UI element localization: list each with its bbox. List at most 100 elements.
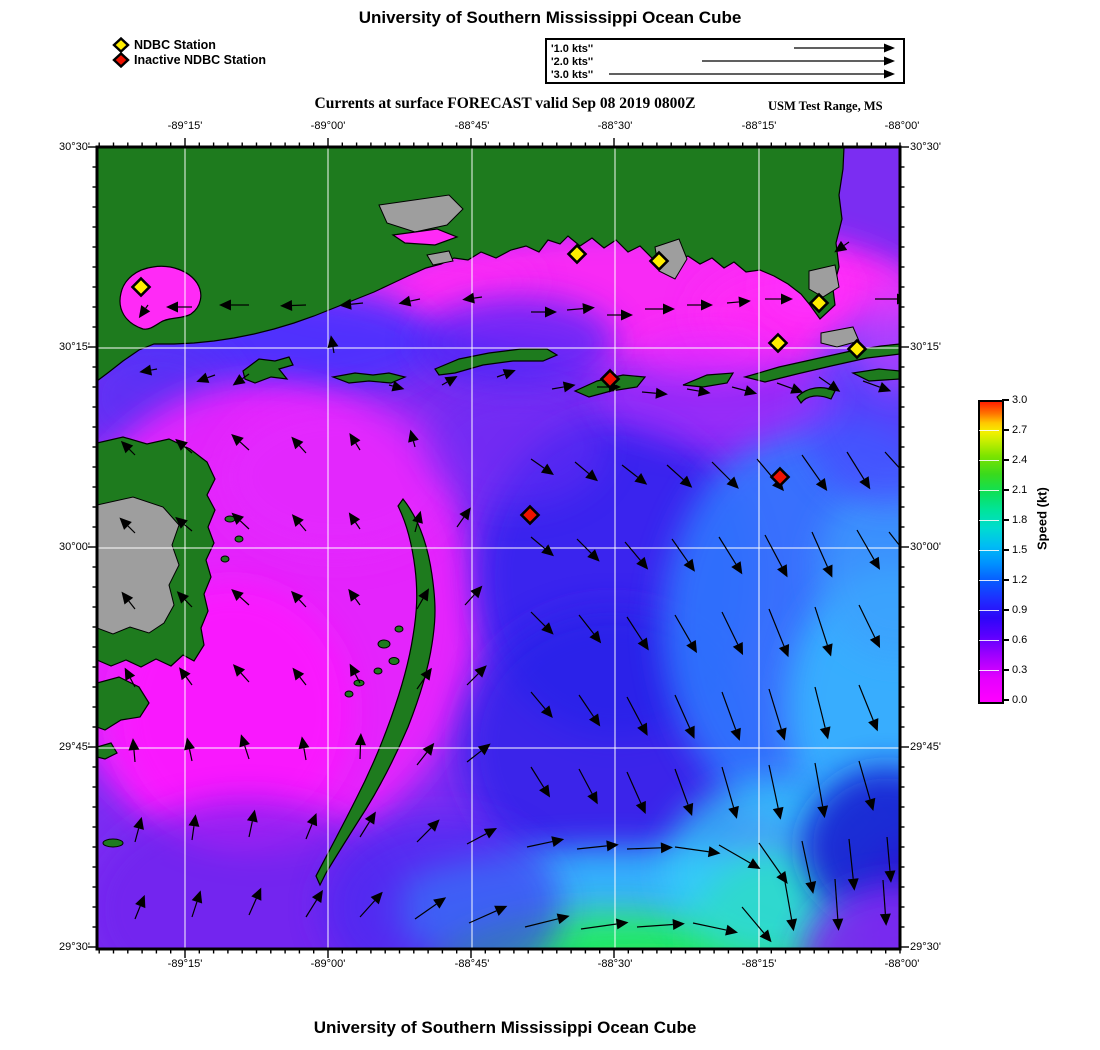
- colorbar-gridline: [979, 430, 999, 431]
- current-vector: [858, 684, 879, 732]
- vector-scale-arrows: '1.0 kts'''2.0 kts'''3.0 kts'': [551, 43, 895, 81]
- colorbar-tick: [1002, 489, 1009, 491]
- current-vector: [721, 766, 739, 819]
- forecast-subtitle: Currents at surface FORECAST valid Sep 0…: [314, 95, 696, 112]
- land-gray: [426, 250, 454, 266]
- scale-arrow-head: [884, 56, 895, 66]
- scale-label: '1.0 kts'': [551, 43, 593, 55]
- map-field: [97, 147, 900, 949]
- current-vector: [879, 879, 891, 926]
- scale-label: '2.0 kts'': [551, 56, 593, 68]
- lon-tick-label: -89°00': [310, 120, 346, 132]
- current-vector: [671, 538, 695, 572]
- current-vector: [566, 303, 595, 315]
- land: [851, 368, 900, 382]
- station-legend: NDBC Station Inactive NDBC Station: [112, 36, 266, 68]
- current-vector: [862, 380, 892, 393]
- current-vector: [496, 369, 516, 380]
- current-vector: [847, 838, 859, 891]
- water-speed-blob: [322, 817, 562, 949]
- current-vector: [232, 373, 250, 386]
- current-vector: [468, 905, 508, 924]
- water-speed-blob: [802, 884, 900, 949]
- ndbc-station-marker: [566, 243, 588, 265]
- lon-tick-label: -89°15': [167, 958, 203, 970]
- current-vector: [580, 918, 629, 930]
- lon-tick-label: -88°30': [597, 958, 633, 970]
- current-vector: [359, 891, 383, 918]
- current-vector: [711, 461, 739, 489]
- current-vector: [811, 531, 833, 578]
- lon-tick-label: -88°45': [454, 120, 490, 132]
- current-vector: [292, 667, 307, 686]
- legend-label: Inactive NDBC Station: [134, 52, 266, 67]
- current-vector: [119, 517, 136, 534]
- legend-label: NDBC Station: [134, 37, 216, 52]
- lon-tick-label: -88°15': [741, 958, 777, 970]
- current-vector: [674, 614, 697, 654]
- colorbar: [978, 400, 1004, 704]
- current-vector: [686, 385, 711, 397]
- current-vector: [416, 819, 440, 843]
- lon-tick-label: -88°45': [454, 958, 490, 970]
- colorbar-gridline: [979, 670, 999, 671]
- current-vector: [574, 461, 598, 482]
- colorbar-tick-label: 1.2: [1012, 573, 1028, 586]
- colorbar-tick: [1002, 609, 1009, 611]
- current-vector: [814, 762, 829, 819]
- land: [330, 372, 407, 384]
- current-vector: [578, 768, 598, 805]
- current-vector: [576, 538, 600, 562]
- scale-arrow-head: [884, 43, 895, 53]
- current-vector: [530, 536, 554, 557]
- lat-tick-label: 29°45': [59, 741, 90, 753]
- current-vector: [526, 836, 565, 848]
- current-vector: [456, 507, 471, 528]
- current-vector: [121, 591, 136, 610]
- current-vector: [832, 878, 844, 931]
- islet: [102, 838, 124, 848]
- current-vector: [414, 897, 447, 920]
- current-vector: [416, 742, 435, 766]
- current-vector: [248, 887, 262, 916]
- colorbar-tick: [1002, 549, 1009, 551]
- current-vector: [239, 734, 250, 760]
- current-vector: [231, 433, 250, 451]
- current-vector: [888, 531, 900, 548]
- lon-tick-label: -88°30': [597, 120, 633, 132]
- current-vector: [666, 464, 693, 488]
- current-vector: [124, 667, 136, 688]
- lat-tick-label: 30°15': [59, 341, 90, 353]
- current-vector: [626, 696, 648, 736]
- current-vector: [416, 667, 432, 690]
- colorbar-gridline: [979, 610, 999, 611]
- ndbc-station-marker: [808, 292, 830, 314]
- current-vector: [626, 771, 646, 815]
- current-vector: [578, 694, 601, 727]
- vector-scale-box: '1.0 kts'' '2.0 kts'' '3.0 kts'': [545, 38, 905, 84]
- current-vector: [246, 809, 258, 838]
- colorbar-tick: [1002, 639, 1009, 641]
- current-vector: [764, 534, 788, 578]
- current-vector: [219, 299, 249, 311]
- inactive-ndbc-station-marker: [599, 368, 621, 390]
- current-vector: [191, 890, 203, 918]
- current-vector: [412, 510, 423, 533]
- lon-tick-label: -89°15': [167, 120, 203, 132]
- current-vector: [184, 737, 195, 762]
- scale-label: '3.0 kts'': [551, 69, 593, 81]
- current-vector: [398, 295, 421, 307]
- current-vector: [578, 614, 602, 644]
- land: [796, 387, 836, 405]
- water-speed-blob: [817, 477, 900, 657]
- current-vector: [834, 240, 850, 253]
- current-vector: [801, 454, 828, 492]
- water-speed-blob: [427, 387, 607, 507]
- colorbar-tick-label: 0.9: [1012, 603, 1028, 616]
- ndbc-station-icon: [112, 36, 130, 53]
- current-vector: [645, 303, 675, 315]
- lat-tick-label: 30°15': [910, 341, 941, 353]
- current-vector: [626, 842, 673, 854]
- scale-arrow-head: [884, 69, 895, 79]
